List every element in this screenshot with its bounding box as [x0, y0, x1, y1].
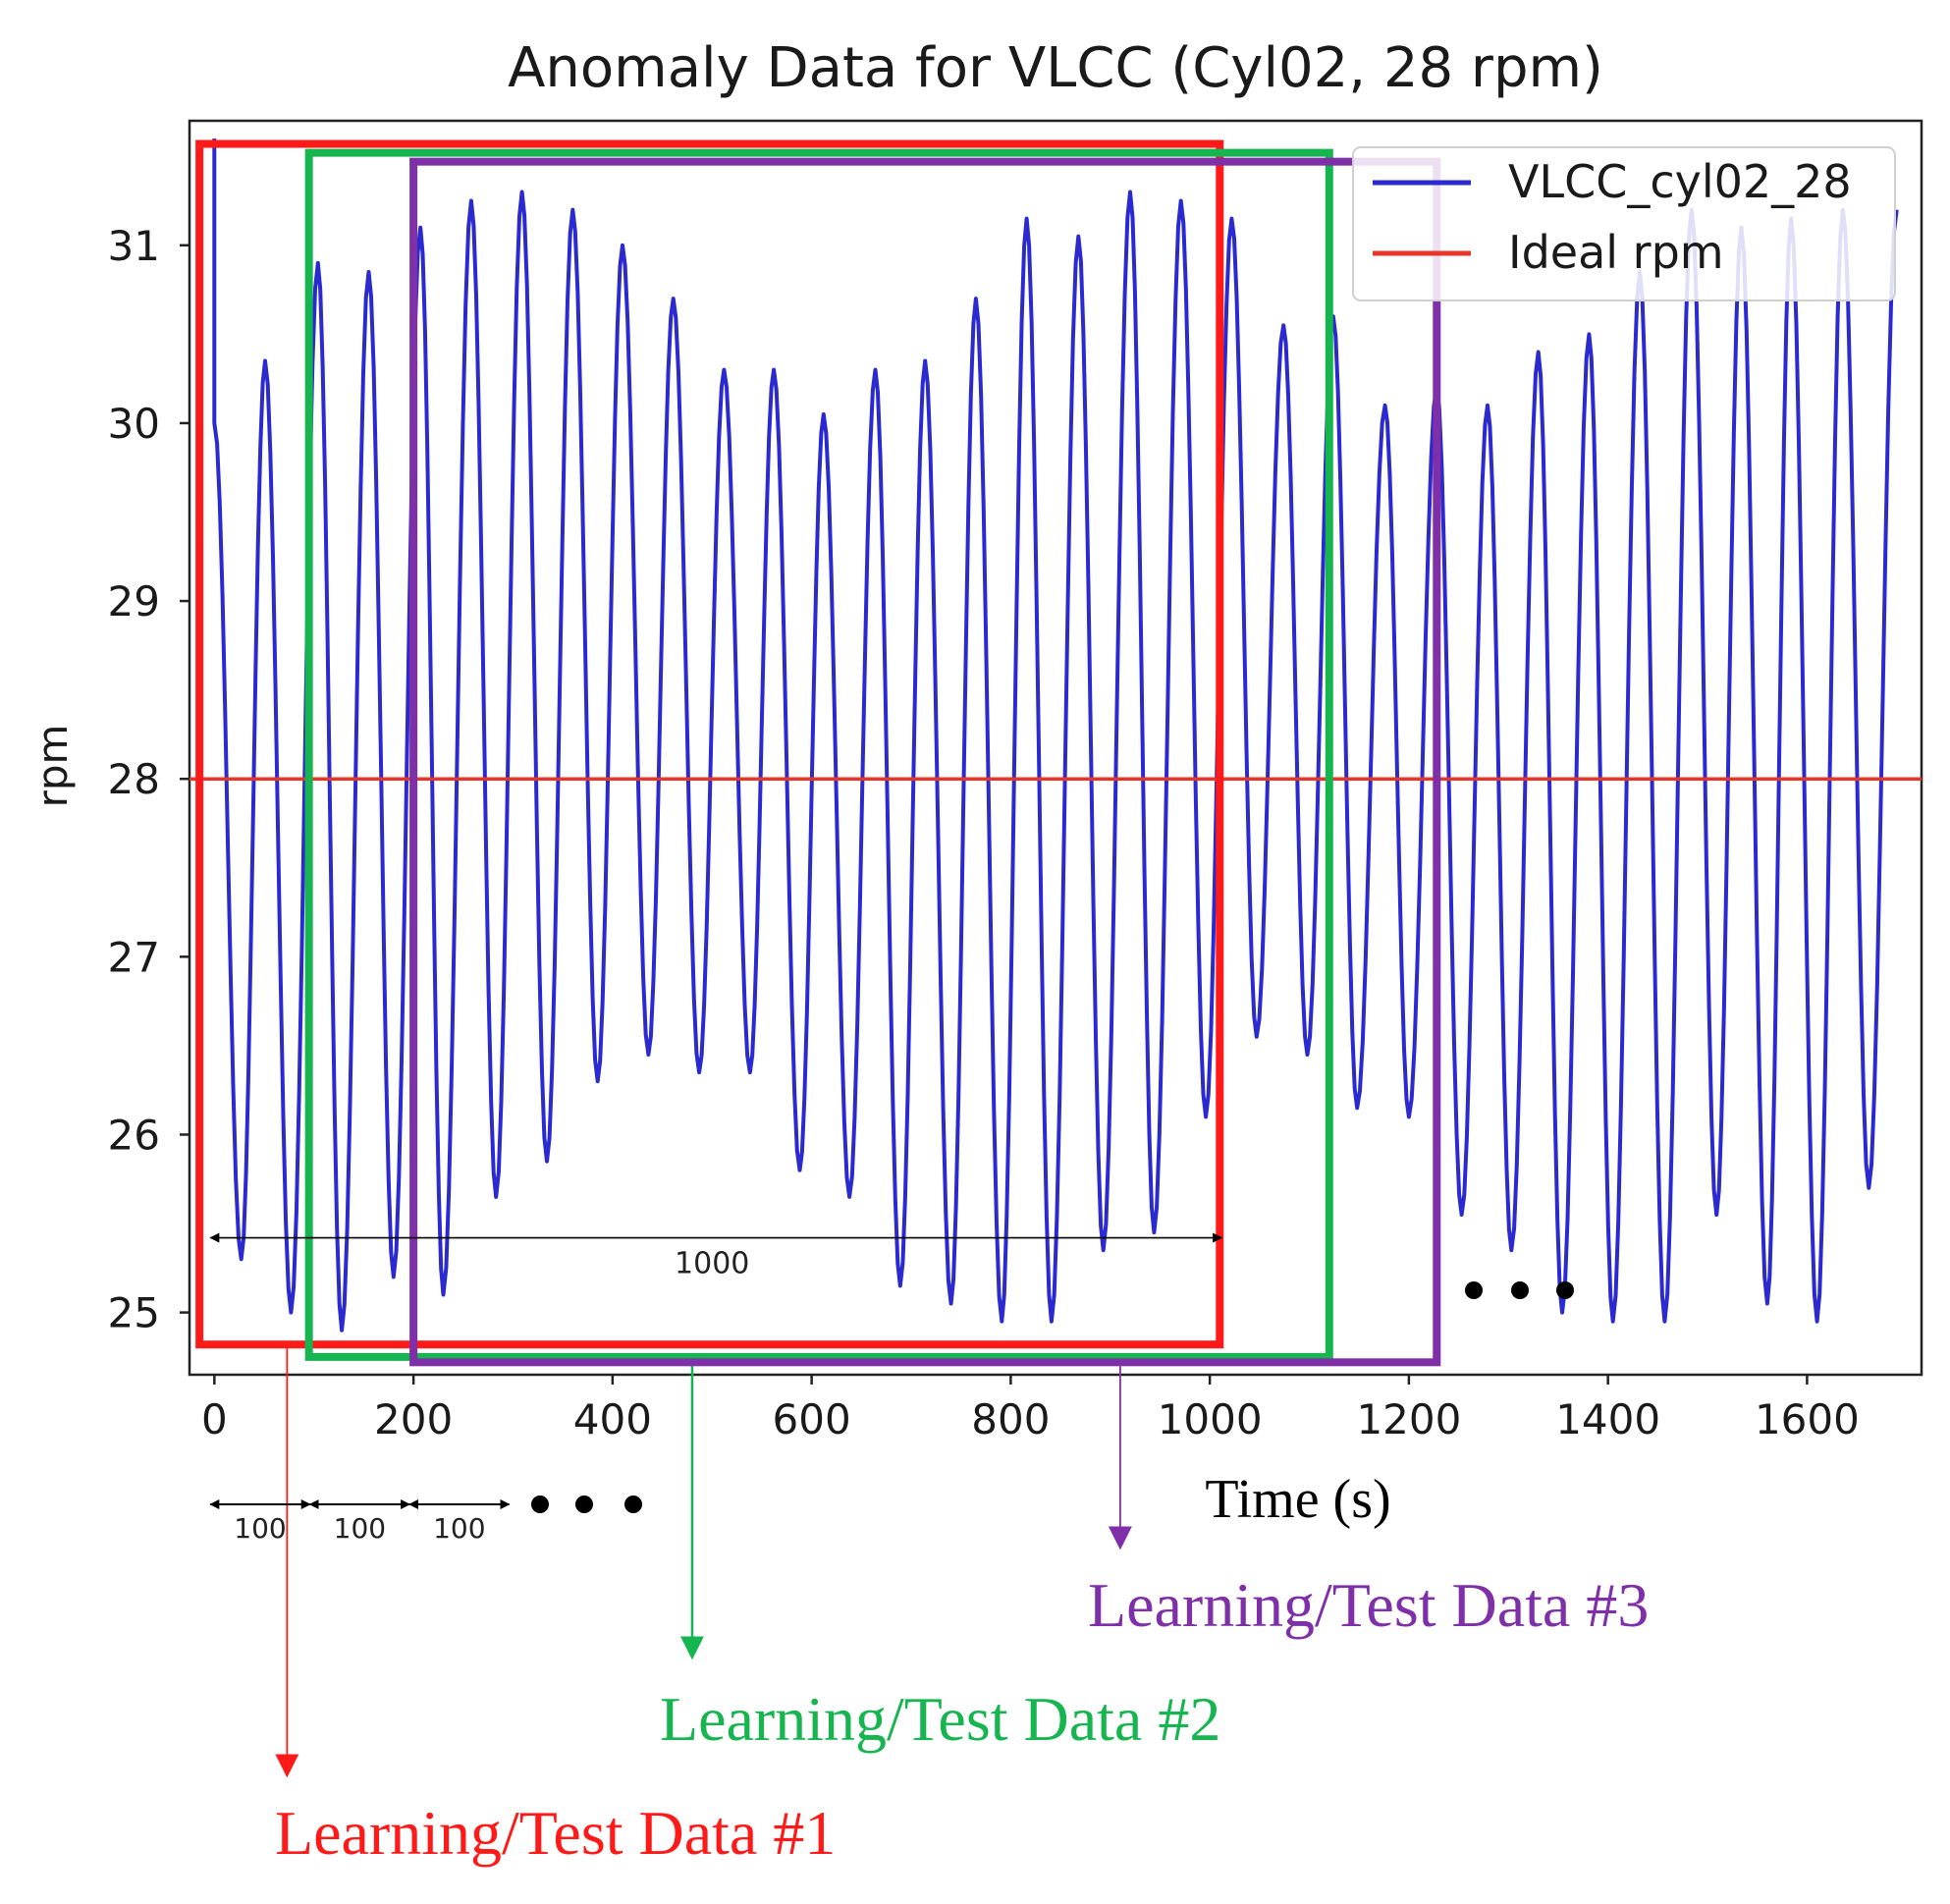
y-tick-label: 28 [108, 755, 160, 803]
ellipsis-dot [1511, 1281, 1529, 1299]
y-axis-label: rpm [28, 725, 77, 808]
chart-title: Anomaly Data for VLCC (Cyl02, 28 rpm) [508, 36, 1603, 100]
x-tick-label: 0 [201, 1395, 228, 1443]
y-tick-label: 25 [108, 1289, 160, 1337]
window-box-1 [195, 139, 1224, 1349]
ellipsis-dot [1556, 1281, 1574, 1299]
continuation-dots [531, 1281, 1574, 1513]
x-axis-label: Time (s) [1205, 1469, 1390, 1530]
plot-frame [188, 119, 1923, 1377]
legend-box [1352, 146, 1896, 301]
step-annotations: 100 100 100 [209, 1499, 511, 1545]
window-label-2: Learning/Test Data #2 [660, 1684, 1220, 1754]
legend-label-vlcc: VLCC_cyl02_28 [1508, 155, 1852, 208]
step-label: 100 [234, 1512, 286, 1545]
window-label-1: Learning/Test Data #1 [275, 1798, 836, 1868]
step-label: 100 [433, 1512, 485, 1545]
ellipsis-dot [1465, 1281, 1483, 1299]
ellipsis-dot [531, 1496, 549, 1513]
y-tick-label: 31 [108, 222, 160, 270]
x-tick-label: 1200 [1356, 1395, 1461, 1443]
window-box-3 [409, 157, 1441, 1367]
series-vlcc-cyl02-28 [212, 138, 1899, 1333]
ellipsis-dot [575, 1496, 593, 1513]
window-box-2 [304, 148, 1333, 1361]
x-tick-label: 1400 [1555, 1395, 1660, 1443]
window-length-label: 1000 [675, 1247, 749, 1281]
window-label-3: Learning/Test Data #3 [1088, 1570, 1649, 1640]
ellipsis-dot [624, 1496, 642, 1513]
y-tick-label: 30 [108, 400, 160, 448]
x-tick-label: 600 [773, 1395, 851, 1443]
x-tick-label: 800 [971, 1395, 1050, 1443]
axis-layer: 0 200 400 600 800 1000 1200 1400 1600 25 26 27 28 29 3… [108, 119, 1923, 1443]
x-tick-label: 1000 [1158, 1395, 1263, 1443]
y-tick-label: 26 [108, 1111, 160, 1159]
x-tick-label: 200 [374, 1395, 453, 1443]
step-label: 100 [334, 1512, 386, 1545]
y-tick-label: 27 [108, 933, 160, 981]
x-tick-label: 1600 [1755, 1395, 1860, 1443]
x-tick-label: 400 [573, 1395, 652, 1443]
window-length-annotation: 1000 [209, 1232, 1223, 1281]
y-tick-label: 29 [108, 577, 160, 626]
series-layer [190, 138, 1922, 1333]
legend-label-ideal: Ideal rpm [1508, 226, 1724, 279]
legend: VLCC_cyl02_28 Ideal rpm [1352, 146, 1896, 301]
window-layer [195, 139, 1441, 1778]
